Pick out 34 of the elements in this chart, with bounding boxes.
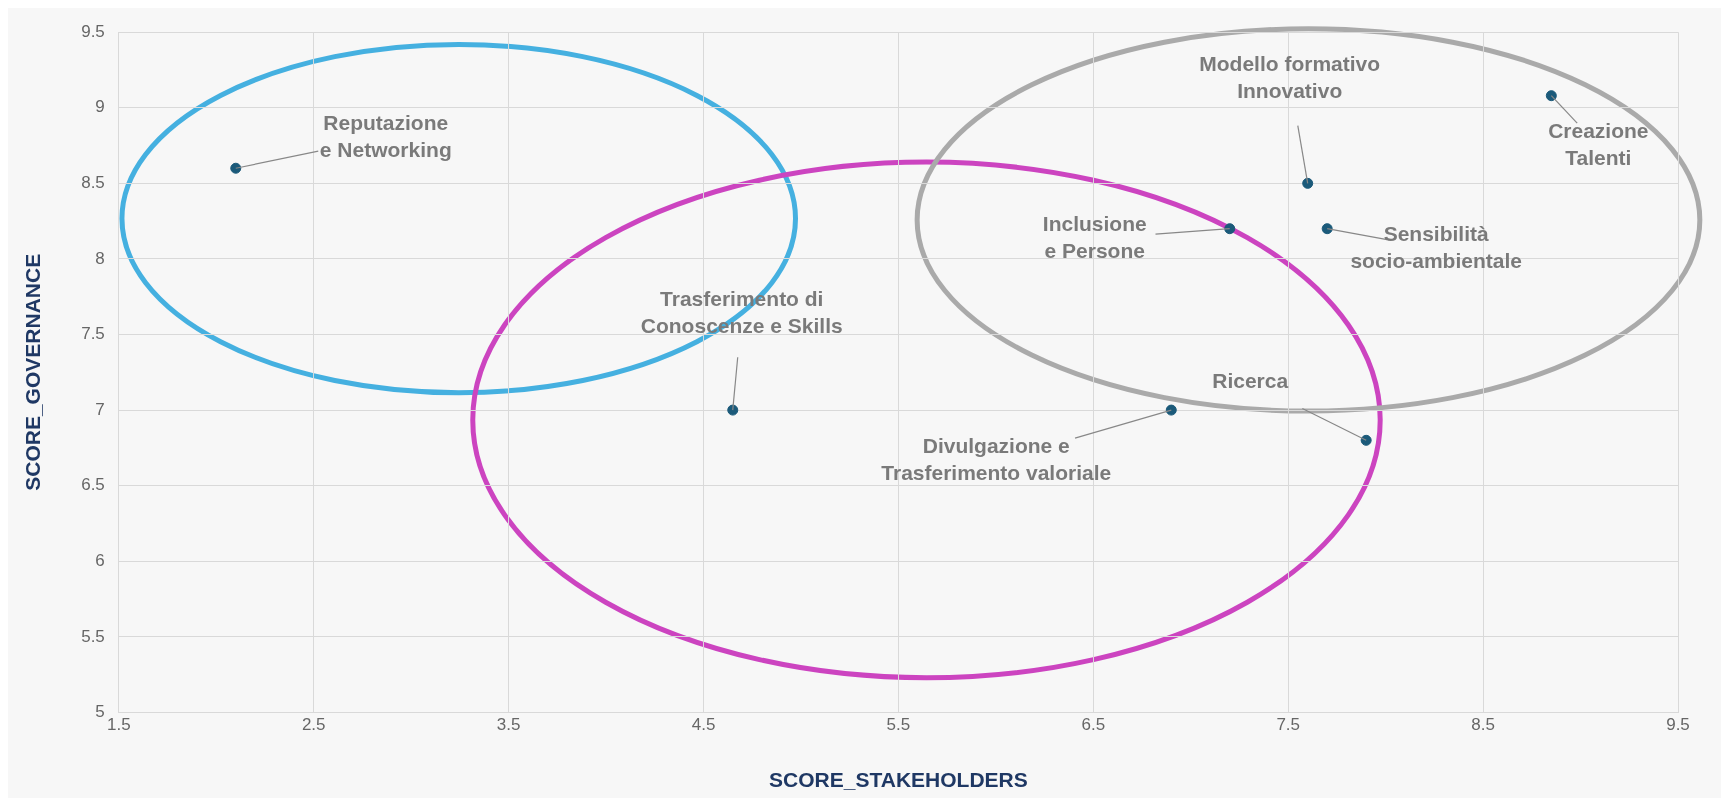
x-tick-label: 7.5 (1276, 715, 1301, 735)
x-tick-label: 1.5 (107, 715, 131, 735)
annotation: Modello formativo Innovativo (1199, 51, 1381, 102)
y-axis-title: SCORE_GOVERNANCE (21, 253, 45, 491)
point (1165, 404, 1177, 416)
y-tick-label: 7.5 (81, 324, 105, 344)
y-tick-label: 7 (95, 399, 105, 419)
y-tick-label: 5 (95, 702, 105, 722)
y-tick-label: 6 (95, 550, 105, 570)
x-axis-title: SCORE_STAKEHOLDERS (769, 768, 1028, 792)
annotation: Divulgazione e Trasferimento valoriale (881, 434, 1112, 485)
x-tick-label: 4.5 (691, 715, 716, 735)
x-tick-label: 8.5 (1471, 715, 1495, 735)
x-tick-label: 2.5 (301, 715, 326, 735)
point (1321, 223, 1333, 235)
y-tick-label: 8.5 (81, 173, 105, 193)
annotation: Sensibilità socio-ambientale (1350, 222, 1522, 272)
y-tick-label: 6.5 (81, 475, 105, 495)
point (230, 162, 242, 174)
point (1545, 90, 1557, 102)
y-tick-label: 9 (95, 97, 105, 117)
point (1360, 434, 1372, 446)
y-tick-label: 9.5 (81, 21, 105, 41)
x-tick-label: 9.5 (1666, 715, 1690, 735)
y-tick-label: 5.5 (81, 626, 105, 646)
point (1302, 177, 1314, 189)
annotation: Inclusione e Persone (1042, 212, 1147, 262)
x-tick-label: 3.5 (496, 715, 521, 735)
annotation: Creazione Talenti (1548, 118, 1649, 169)
x-tick-label: 5.5 (886, 715, 911, 735)
annotation: Reputazione e Networking (319, 110, 452, 161)
x-tick-label: 6.5 (1081, 715, 1106, 735)
annotation: Ricerca (1212, 369, 1289, 393)
y-tick-label: 8 (95, 248, 105, 268)
